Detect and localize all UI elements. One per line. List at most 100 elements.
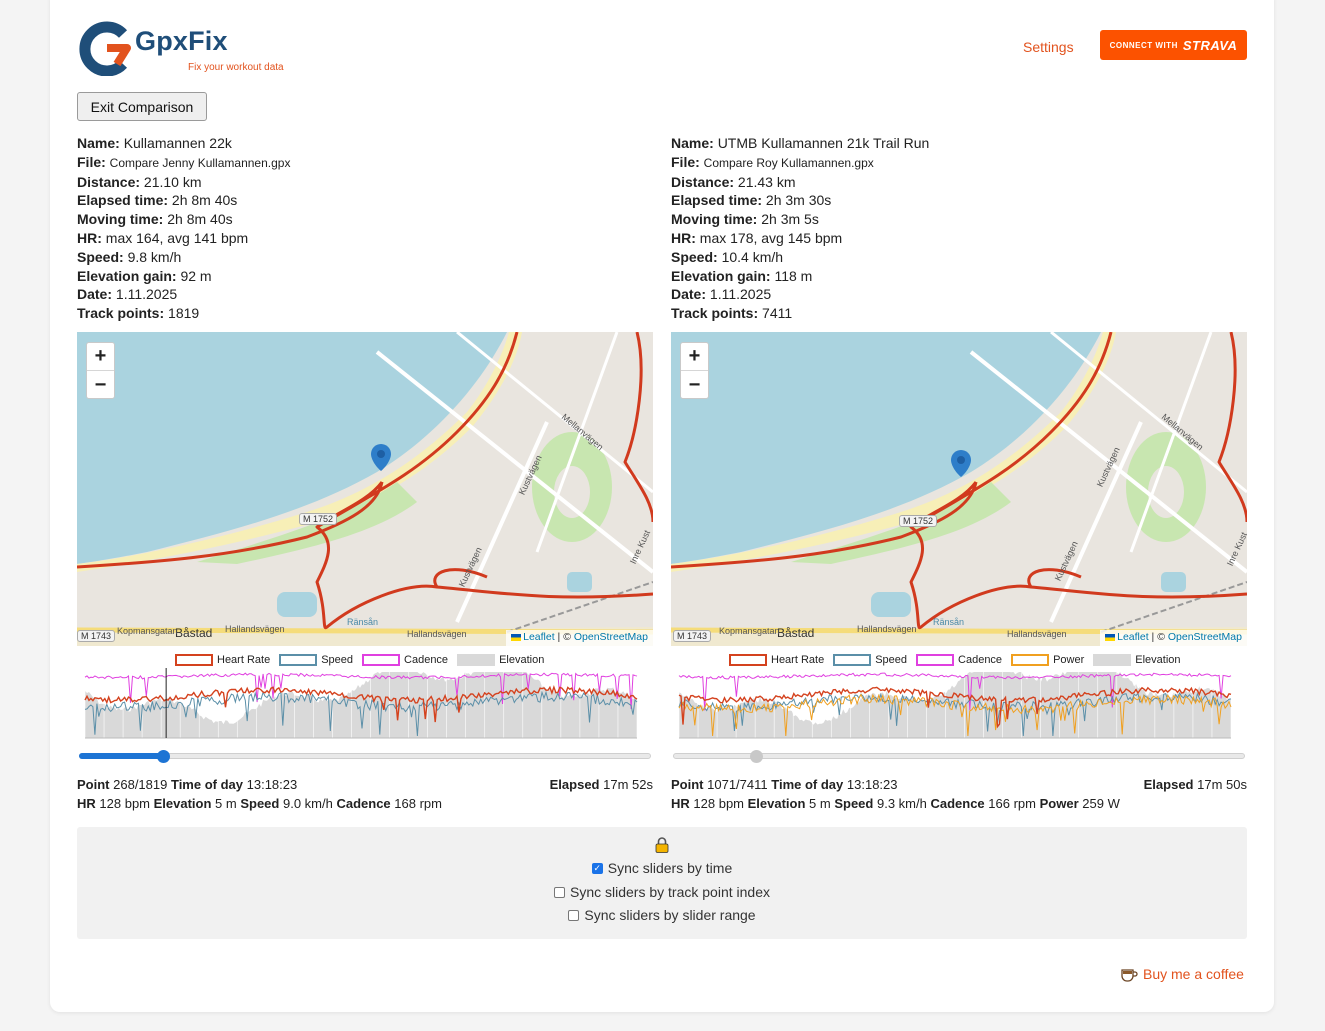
- map-tiles: [77, 332, 653, 646]
- legend-heart-rate[interactable]: Heart Rate: [175, 654, 270, 666]
- cadence-value: 168 rpm: [394, 796, 442, 811]
- legend-speed[interactable]: Speed: [279, 654, 353, 666]
- legend-elevation[interactable]: Elevation: [457, 654, 544, 666]
- sync-by-index-option[interactable]: Sync sliders by track point index: [77, 884, 1247, 900]
- slider-thumb[interactable]: [157, 750, 171, 763]
- track-points-value: 1819: [168, 305, 200, 322]
- legend-label: Speed: [321, 654, 354, 666]
- street-label: Kopmansgatan: [117, 626, 178, 636]
- speed-value: 9.8 km/h: [127, 248, 182, 265]
- label: Elevation gain:: [77, 267, 177, 284]
- left-activity-chart[interactable]: [77, 668, 653, 743]
- zoom-out-button[interactable]: −: [94, 373, 107, 396]
- right-route-map[interactable]: M 1752 M 1743 Båstad Kopmansgatan Hallan…: [671, 332, 1247, 646]
- label: Elevation: [747, 796, 806, 811]
- label: Time of day: [771, 777, 844, 792]
- street-label: Hallandsvägen: [407, 629, 467, 639]
- hr-value: 128 bpm: [99, 796, 150, 811]
- sync-by-time-option[interactable]: ✓ Sync sliders by time: [77, 860, 1247, 876]
- legend-cadence[interactable]: Cadence: [916, 654, 1002, 666]
- leaflet-link[interactable]: Leaflet: [1117, 631, 1149, 643]
- map-attribution: Leaflet | © OpenStreetMap: [1100, 630, 1247, 646]
- moving-value: 2h 3m 5s: [761, 211, 819, 228]
- label: Elapsed time:: [671, 192, 763, 209]
- label: Speed: [834, 796, 874, 811]
- sync-by-time-checkbox[interactable]: ✓: [591, 862, 603, 874]
- label: Distance:: [77, 173, 141, 190]
- legend-elevation[interactable]: Elevation: [1093, 654, 1181, 666]
- label: Point: [77, 777, 110, 792]
- leaflet-link[interactable]: Leaflet: [523, 631, 555, 643]
- legend-speed[interactable]: Speed: [833, 654, 907, 666]
- moving-value: 2h 8m 40s: [167, 211, 233, 228]
- legend-label: Elevation: [1135, 654, 1181, 666]
- label: Time of day: [170, 777, 243, 792]
- label: Elapsed time:: [77, 192, 169, 209]
- legend-swatch: [457, 654, 496, 666]
- right-track-slider[interactable]: [671, 750, 1247, 763]
- chart-canvas: [84, 668, 638, 739]
- slider-thumb[interactable]: [749, 750, 763, 763]
- gpxfix-logo[interactable]: GpxFix Fix your workout data: [77, 20, 297, 77]
- osm-link[interactable]: OpenStreetMap: [573, 631, 648, 643]
- osm-link[interactable]: OpenStreetMap: [1167, 631, 1242, 643]
- coffee-cup-icon: [1121, 969, 1138, 982]
- left-route-map[interactable]: M 1752 M 1743 Båstad Kopmansgatan Hallan…: [77, 332, 653, 646]
- zoom-control: + −: [680, 342, 709, 399]
- heart-rate-line: [678, 686, 1232, 729]
- buy-me-a-coffee-link[interactable]: Buy me a coffee: [1120, 966, 1244, 982]
- label: Power: [1039, 796, 1079, 811]
- slider-fill: [79, 753, 164, 759]
- legend-swatch: [279, 654, 318, 666]
- zoom-in-button[interactable]: +: [681, 343, 708, 371]
- label: Name:: [77, 135, 120, 151]
- hr-value: max 164, avg 141 bpm: [105, 229, 249, 246]
- label: HR: [77, 796, 96, 811]
- elevation-value: 5 m: [215, 796, 237, 811]
- power-line: [678, 693, 1232, 737]
- label: HR:: [77, 229, 102, 246]
- time-of-day-value: 13:18:23: [246, 777, 298, 792]
- label: Track points:: [77, 305, 165, 322]
- left-track-slider[interactable]: [77, 750, 653, 763]
- date-value: 1.11.2025: [115, 286, 178, 303]
- settings-link[interactable]: Settings: [1023, 39, 1074, 55]
- label: Track points:: [671, 305, 759, 322]
- sync-by-range-option[interactable]: Sync sliders by slider range: [77, 907, 1247, 923]
- label: Moving time:: [77, 211, 164, 228]
- exit-comparison-button[interactable]: Exit Comparison: [77, 92, 207, 121]
- zoom-out-button[interactable]: −: [688, 373, 701, 396]
- speed-value: 10.4 km/h: [721, 248, 784, 265]
- lock-icon[interactable]: [655, 837, 669, 853]
- right-activity-chart[interactable]: [671, 668, 1247, 743]
- label: Point: [671, 777, 704, 792]
- street-label: Kopmansgatan: [719, 626, 780, 636]
- legend-heart-rate[interactable]: Heart Rate: [729, 654, 824, 666]
- legend-label: Heart Rate: [771, 654, 825, 666]
- legend-label: Heart Rate: [217, 654, 271, 666]
- slider-track: [673, 753, 1245, 759]
- label: HR: [671, 796, 690, 811]
- activity-name: UTMB Kullamannen 21k Trail Run: [717, 135, 930, 151]
- legend-swatch: [916, 654, 955, 666]
- sync-by-index-checkbox[interactable]: [554, 886, 565, 898]
- cadence-line: [678, 672, 1232, 711]
- left-activity-info: Name: Kullamannen 22k File: Compare Jenn…: [77, 134, 653, 323]
- sync-options-panel: ✓ Sync sliders by time Sync sliders by t…: [77, 827, 1247, 939]
- sync-by-time-label: Sync sliders by time: [607, 860, 733, 876]
- label: Elevation: [153, 796, 212, 811]
- legend-label: Cadence: [958, 654, 1003, 666]
- river-label: Ränsån: [347, 617, 379, 627]
- legend-power[interactable]: Power: [1011, 654, 1084, 666]
- legend-swatch: [175, 654, 213, 666]
- zoom-in-button[interactable]: +: [87, 343, 114, 371]
- sync-by-range-checkbox[interactable]: [568, 909, 580, 921]
- right-chart-legend: Heart Rate Speed Cadence Power Elevation: [729, 653, 1190, 667]
- street-label: Hallandsvägen: [225, 624, 285, 634]
- legend-cadence[interactable]: Cadence: [362, 654, 448, 666]
- legend-label: Elevation: [499, 654, 545, 666]
- connect-strava-button[interactable]: CONNECT WITH STRAVA: [1100, 30, 1247, 60]
- road-label: M 1752: [899, 515, 938, 527]
- map-attribution: Leaflet | © OpenStreetMap: [506, 630, 653, 646]
- logo-g-icon: [79, 21, 131, 77]
